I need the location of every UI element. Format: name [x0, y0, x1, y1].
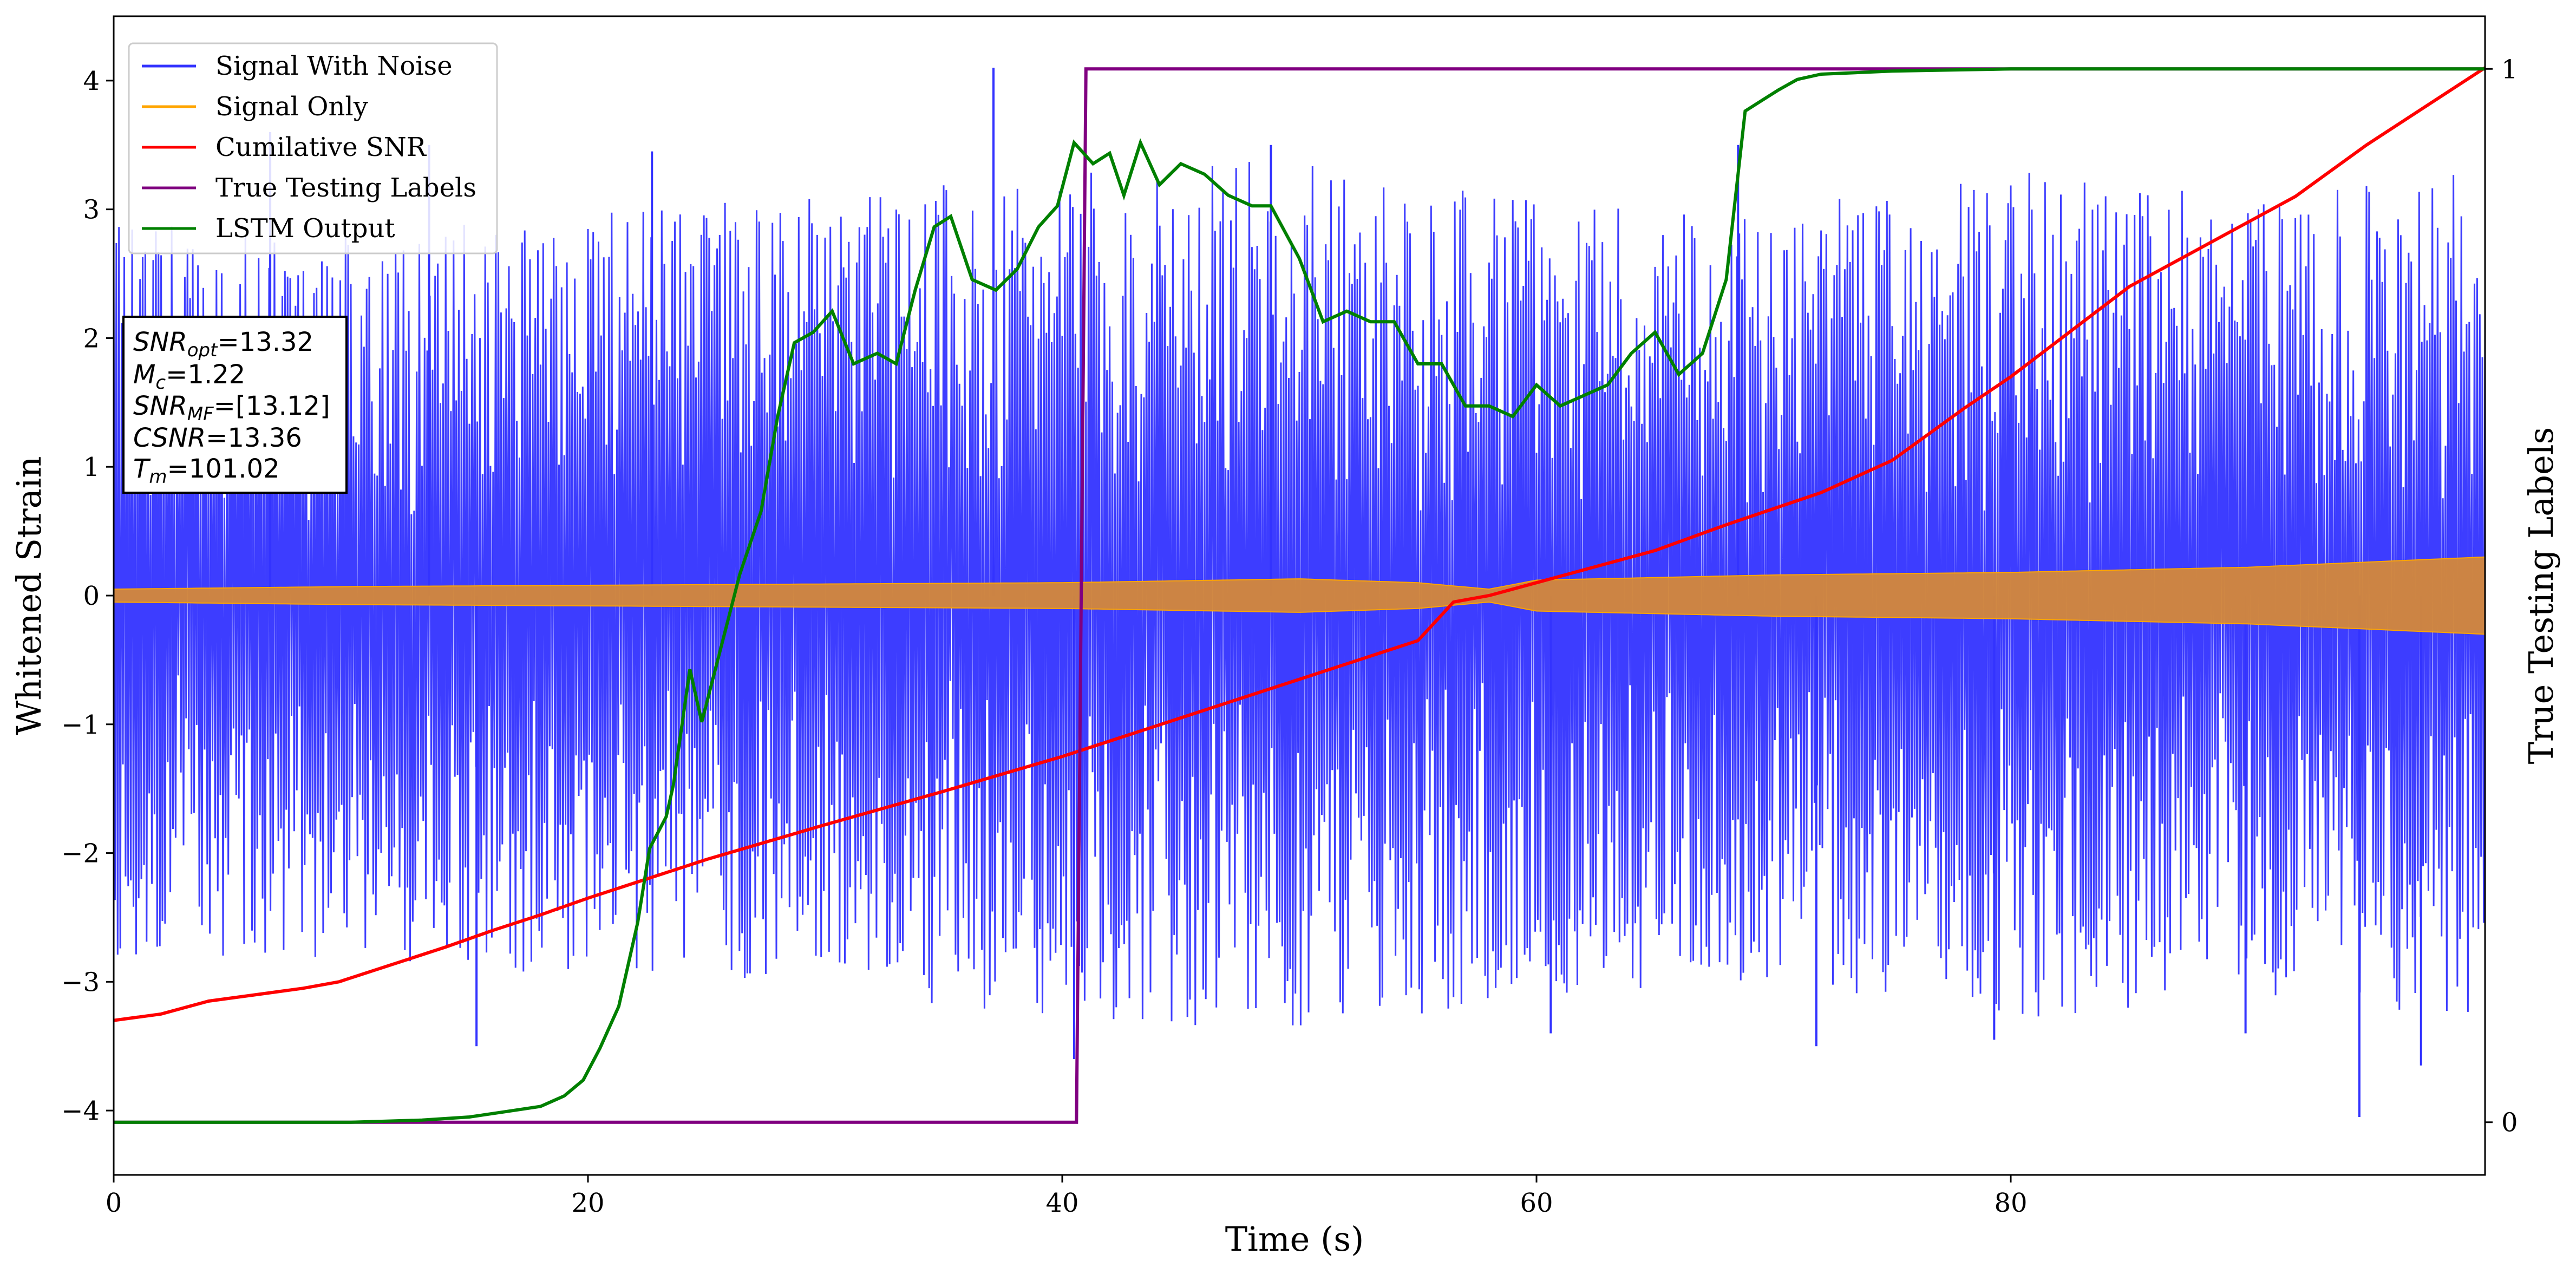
cumulative-snr-series: [114, 66, 2485, 1022]
legend: Signal With Noise Signal Only Cumilative…: [128, 42, 498, 254]
cumulative-snr-line: [114, 66, 2485, 1022]
x-tick-label: 80: [1994, 1188, 2027, 1218]
annotation-snr-opt-value: =13.32: [217, 327, 313, 357]
signal-with-noise-line: [114, 162, 2485, 1025]
left-y-tick-label: 1: [83, 452, 100, 482]
x-tick-label: 0: [106, 1188, 122, 1218]
x-tick-label: 40: [1045, 1188, 1078, 1218]
annotation-snr-opt-symbol: SNR: [133, 327, 187, 357]
left-y-axis-ticks: −4 −3 −2 −1 0 1 2 3 4: [61, 66, 114, 1126]
legend-label-lstm-output: LSTM Output: [215, 213, 395, 244]
legend-frame: [128, 42, 498, 254]
true-testing-labels-line: [114, 67, 2485, 1124]
annotation-frame: [122, 316, 348, 494]
left-y-tick-label: 3: [83, 195, 100, 225]
right-y-tick-label: 0: [2501, 1108, 2518, 1138]
left-y-tick-label: 0: [83, 581, 100, 611]
annotation-merger-time-subscript: m: [149, 466, 167, 488]
annotation-snr-mf-value: =[13.12]: [214, 391, 330, 421]
annotation-merger-time-value: =101.02: [167, 454, 279, 484]
signal-only-band: [114, 556, 2485, 635]
annotation-chirp-mass-subscript: c: [155, 372, 166, 394]
x-tick-label: 60: [1520, 1188, 1553, 1218]
annotation-csnr-value: =13.36: [206, 423, 302, 453]
annotation-csnr-symbol: CSNR: [133, 423, 206, 453]
parameter-annotation-box: SNRopt=13.32 Mc=1.22 SNRMF=[13.12] CSNR=…: [122, 316, 348, 494]
legend-label-true-testing-labels: True Testing Labels: [215, 173, 476, 203]
annotation-chirp-mass-symbol: M: [133, 360, 155, 390]
left-y-tick-label: −4: [61, 1096, 100, 1126]
plot-area: [114, 66, 2485, 1124]
right-y-axis-ticks: 01: [2485, 54, 2518, 1138]
left-y-axis-title: Whitened Strain: [9, 456, 49, 735]
right-y-axis-title: True Testing Labels: [2521, 427, 2561, 765]
x-axis-ticks: 0 20 40 60 80: [106, 1175, 2028, 1218]
left-y-tick-label: −3: [61, 967, 100, 997]
annotation-snr-mf-symbol: SNR: [133, 391, 187, 421]
x-axis-title: Time (s): [1225, 1219, 1364, 1259]
annotation-line-csnr: CSNR=13.36: [133, 423, 302, 453]
left-y-tick-label: −2: [61, 839, 100, 869]
left-y-tick-label: 2: [83, 323, 100, 354]
legend-label-signal-with-noise: Signal With Noise: [215, 51, 453, 81]
right-y-tick-label: 1: [2501, 54, 2518, 84]
signal-only-series: [114, 556, 2485, 635]
left-y-tick-label: −1: [61, 710, 100, 740]
true-testing-labels-series: [114, 67, 2485, 1124]
legend-label-signal-only: Signal Only: [215, 92, 368, 122]
x-tick-label: 20: [571, 1188, 604, 1218]
annotation-snr-mf-subscript: MF: [187, 403, 214, 425]
annotation-line-merger-time: Tm=101.02: [133, 454, 280, 488]
annotation-snr-opt-subscript: opt: [187, 339, 218, 361]
annotation-merger-time-symbol: T: [133, 454, 151, 484]
annotation-chirp-mass-value: =1.22: [166, 360, 245, 390]
signal-with-noise-series: [114, 68, 2485, 1117]
lstm-output-series: [114, 67, 2485, 1124]
left-y-tick-label: 4: [83, 66, 100, 96]
annotation-line-snr-mf: SNRMF=[13.12]: [133, 391, 330, 425]
annotation-line-snr-opt: SNRopt=13.32: [133, 327, 313, 361]
annotation-line-chirp-mass: Mc=1.22: [133, 360, 245, 394]
lstm-output-line: [114, 67, 2485, 1124]
legend-label-cumulative-snr: Cumilative SNR: [215, 132, 427, 162]
